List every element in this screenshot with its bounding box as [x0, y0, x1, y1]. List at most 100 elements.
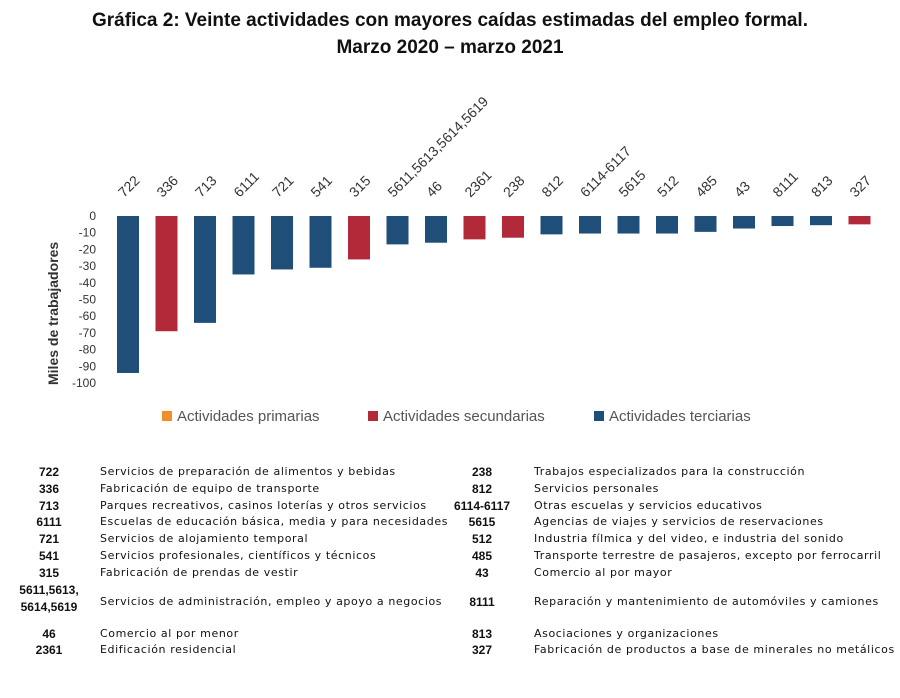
activity-description: Comercio al por mayor — [534, 565, 673, 579]
category-label: 5615 — [615, 167, 648, 200]
bar — [386, 216, 409, 245]
y-tick-label: -60 — [79, 309, 97, 323]
chart-subtitle: Marzo 2020 – marzo 2021 — [336, 37, 564, 58]
legend-swatch — [594, 411, 604, 421]
y-axis-label: Miles de trabajadores — [45, 242, 61, 385]
y-axis: 0 -10 -20 -30 -40 -50 -60 -70 -80 -90 -100 — [72, 209, 96, 390]
y-tick-label: -100 — [72, 376, 96, 390]
y-tick-label: -20 — [79, 242, 97, 256]
category-label: 315 — [346, 172, 374, 200]
bar — [232, 216, 255, 275]
category-label: 812 — [538, 172, 566, 200]
category-label: 6111 — [230, 168, 262, 200]
legend-swatch — [162, 411, 172, 421]
bar-chart: 0 -10 -20 -30 -40 -50 -60 -70 -80 -90 -100 722 336 7… — [45, 93, 874, 425]
category-label: 512 — [654, 172, 682, 200]
bar — [117, 216, 139, 373]
activity-description: Servicios de administración, empleo y ap… — [100, 594, 443, 608]
bar — [771, 216, 794, 227]
codes-table-left: 722 Servicios de preparación de alimentos… — [2, 464, 452, 664]
legend-label: Actividades terciarias — [609, 408, 751, 425]
legend-label: Actividades secundarias — [383, 408, 545, 425]
bar — [425, 216, 447, 243]
activity-code: 43 — [475, 565, 489, 580]
bar — [617, 216, 640, 234]
activity-code: 713 — [38, 498, 60, 513]
category-label: 485 — [692, 172, 720, 200]
bars-group — [117, 216, 871, 373]
category-label: 2361 — [461, 167, 494, 200]
bar — [694, 216, 717, 232]
activity-description: Fabricación de prendas de vestir — [100, 565, 299, 579]
y-tick-label: -70 — [79, 326, 97, 340]
bar — [810, 216, 832, 226]
activity-description: Servicios profesionales, científicos y t… — [100, 549, 377, 562]
legend-swatch — [368, 411, 378, 421]
category-label: 336 — [153, 172, 181, 200]
y-tick-label: -10 — [79, 226, 97, 240]
activity-code: 2361 — [35, 643, 63, 658]
activity-code: 813 — [471, 626, 493, 641]
activity-description: Servicios personales — [534, 481, 659, 495]
activity-code: 512 — [471, 532, 493, 547]
activity-code: 5615 — [468, 515, 496, 530]
bar — [733, 216, 755, 229]
activity-code: 721 — [38, 532, 60, 547]
activity-description: Parques recreativos, casinos loterías y … — [100, 498, 427, 512]
category-labels: 722 336 713 6111 721 541 315 5611,5613,5614,561… — [115, 93, 874, 200]
activity-code: 327 — [471, 643, 493, 658]
bar — [348, 216, 370, 260]
activity-description: Otras escuelas y servicios educativos — [534, 498, 763, 512]
legend-label: Actividades primarias — [177, 408, 320, 425]
activity-description: Reparación y mantenimiento de automóvile… — [534, 594, 879, 608]
activity-code: 722 — [38, 465, 60, 479]
activity-description: Asociaciones y organizaciones — [534, 626, 719, 640]
y-tick-label: -30 — [79, 259, 97, 273]
activity-code: 315 — [38, 565, 60, 580]
bar — [194, 216, 216, 323]
activity-description: Trabajos especializados para la construc… — [534, 465, 806, 478]
activity-description: Transporte terrestre de pasajeros, excep… — [534, 549, 882, 562]
activity-description: Servicios de preparación de alimentos y … — [100, 465, 396, 478]
y-tick-label: -80 — [79, 343, 97, 357]
activity-description: Escuelas de educación básica, media y pa… — [100, 515, 449, 529]
activity-code: 336 — [38, 481, 60, 496]
legend: Actividades primarias Actividades secunda… — [162, 408, 751, 425]
activity-code: 8111 — [469, 594, 495, 609]
bar — [656, 216, 678, 234]
activity-description: Edificación residencial — [100, 643, 237, 657]
activity-description: Industria fílmica y del video, e industr… — [534, 532, 844, 546]
activity-code: 46 — [42, 626, 56, 641]
category-label: 541 — [307, 172, 335, 200]
activity-description: Agencias de viajes y servicios de reserv… — [534, 515, 824, 529]
activity-code: 6111 — [36, 515, 62, 530]
activity-description: Comercio al por menor — [100, 626, 239, 640]
category-label: 713 — [192, 172, 220, 200]
y-tick-label: 0 — [89, 209, 96, 223]
category-label: 813 — [808, 172, 836, 200]
category-label: 238 — [500, 172, 528, 200]
category-label: 721 — [269, 172, 297, 200]
activity-code: 812 — [471, 481, 493, 496]
activity-code: 485 — [471, 549, 493, 563]
activity-description: Fabricación de equipo de transporte — [100, 481, 320, 495]
bar — [271, 216, 293, 270]
category-label: 8111 — [769, 168, 801, 200]
bar — [579, 216, 601, 234]
activity-description: Servicios de alojamiento temporal — [100, 532, 309, 546]
codes-table-right: 238 Trabajos especializados para la const… — [432, 464, 900, 664]
y-tick-label: -50 — [79, 293, 97, 307]
category-label: 43 — [731, 178, 753, 200]
chart-title: Gráfica 2: Veinte actividades con mayore… — [92, 10, 808, 31]
y-tick-label: -90 — [79, 359, 97, 373]
activity-code: 541 — [38, 549, 60, 563]
y-tick-label: -40 — [79, 276, 97, 290]
category-label: 327 — [846, 172, 874, 200]
bar — [309, 216, 332, 268]
activity-code: 5611,5613, 5614,5619 — [19, 582, 79, 614]
bar — [848, 216, 871, 225]
activity-code: 238 — [471, 465, 493, 479]
activity-code: 6114-6117 — [453, 498, 511, 513]
bar — [540, 216, 563, 235]
category-label: 46 — [423, 178, 445, 200]
